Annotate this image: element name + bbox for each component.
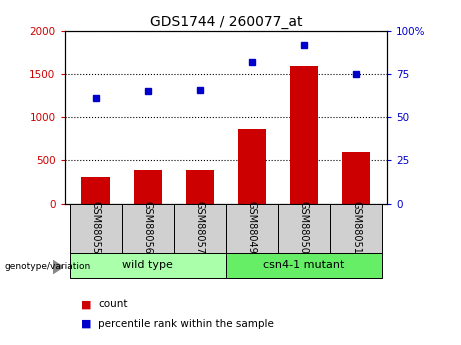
Polygon shape: [53, 260, 63, 274]
Bar: [70, 204, 122, 254]
Bar: [290, 66, 318, 204]
Bar: [82, 177, 110, 204]
Text: csn4-1 mutant: csn4-1 mutant: [263, 260, 345, 270]
Bar: [237, 129, 266, 204]
Text: GSM88049: GSM88049: [247, 201, 257, 254]
Bar: [278, 204, 330, 254]
Bar: [122, 204, 174, 254]
Bar: [134, 170, 162, 204]
Text: GSM88057: GSM88057: [195, 201, 205, 254]
Bar: [174, 204, 226, 254]
Title: GDS1744 / 260077_at: GDS1744 / 260077_at: [150, 14, 302, 29]
Bar: [226, 253, 382, 278]
Bar: [226, 204, 278, 254]
Text: GSM88055: GSM88055: [91, 201, 101, 254]
Bar: [342, 152, 370, 204]
Bar: [70, 253, 226, 278]
Bar: [185, 170, 214, 204]
Text: ■: ■: [81, 299, 91, 309]
Text: GSM88051: GSM88051: [351, 201, 361, 254]
Text: wild type: wild type: [122, 260, 173, 270]
Bar: [330, 204, 382, 254]
Text: ■: ■: [81, 319, 91, 328]
Text: percentile rank within the sample: percentile rank within the sample: [98, 319, 274, 328]
Text: GSM88056: GSM88056: [143, 201, 153, 254]
Text: count: count: [98, 299, 128, 309]
Text: genotype/variation: genotype/variation: [5, 262, 91, 271]
Text: GSM88050: GSM88050: [299, 201, 309, 254]
